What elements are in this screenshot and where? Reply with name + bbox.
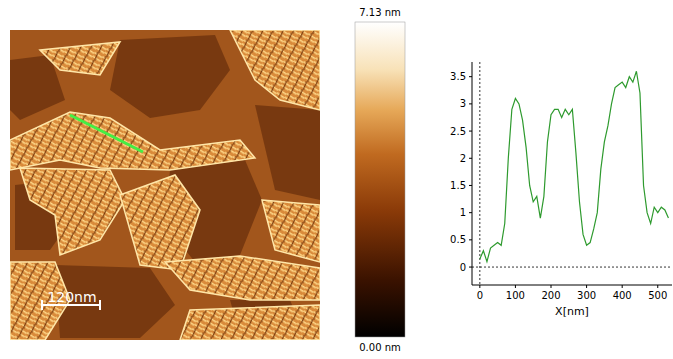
scale-bar-end [41, 300, 43, 310]
image-hole [255, 105, 320, 200]
image-network [120, 175, 200, 270]
y-tick-label: 0.5 [450, 234, 466, 245]
x-axis [472, 285, 672, 286]
image-background [10, 30, 320, 340]
y-tick [469, 103, 472, 104]
image-network [40, 42, 120, 75]
plot-area [480, 71, 669, 261]
profile-line [70, 115, 143, 152]
zero-lines [472, 62, 672, 285]
x-tick-label: 0 [477, 290, 483, 301]
image-network [230, 30, 320, 110]
scale-bar-label: 120nm [47, 289, 96, 305]
x-tick-label: 200 [541, 290, 560, 301]
colorbar-label: 0.00 nm [359, 342, 401, 353]
y-tick [469, 212, 472, 213]
y-axis [472, 62, 473, 285]
y-tick [469, 158, 472, 159]
image-hole [110, 35, 230, 118]
x-tick [657, 285, 658, 288]
y-tick [469, 76, 472, 77]
x-tick-label: 300 [577, 290, 596, 301]
x-tick-label: 100 [506, 290, 525, 301]
y-tick-label: 1 [460, 207, 466, 218]
y-tick [469, 185, 472, 186]
afm-image [10, 30, 320, 340]
y-tick [469, 239, 472, 240]
x-tick-label: 500 [648, 290, 667, 301]
colorbar [355, 22, 405, 337]
y-tick-label: 0 [460, 262, 466, 273]
scale-bar-end [99, 300, 101, 310]
image-network [165, 256, 320, 300]
figure: 120nm 7.13 nm 0.00 nm 0 0.5 1 1.5 2 2.5 3 3.5 0 100 2… [0, 0, 673, 359]
image-network [262, 200, 320, 262]
y-tick-label: 1.5 [450, 180, 466, 191]
x-tick [515, 285, 516, 288]
zero-line-y [472, 267, 672, 268]
x-tick [622, 285, 623, 288]
zero-line-x [479, 62, 480, 285]
y-tick-label: 3 [460, 98, 466, 109]
colorbar-label: 7.13 nm [359, 7, 401, 18]
y-tick-label: 3.5 [450, 71, 466, 82]
image-network [180, 305, 320, 340]
image-network [10, 112, 255, 170]
x-axis-label: X[nm] [555, 305, 589, 318]
y-tick-label: 2 [460, 153, 466, 164]
x-tick-label: 400 [613, 290, 632, 301]
x-tick [586, 285, 587, 288]
image-network [20, 168, 125, 255]
y-tick [469, 267, 472, 268]
profile-curve [480, 71, 669, 261]
x-tick [551, 285, 552, 288]
y-tick [469, 131, 472, 132]
x-tick [479, 285, 480, 288]
y-tick-label: 2.5 [450, 126, 466, 137]
